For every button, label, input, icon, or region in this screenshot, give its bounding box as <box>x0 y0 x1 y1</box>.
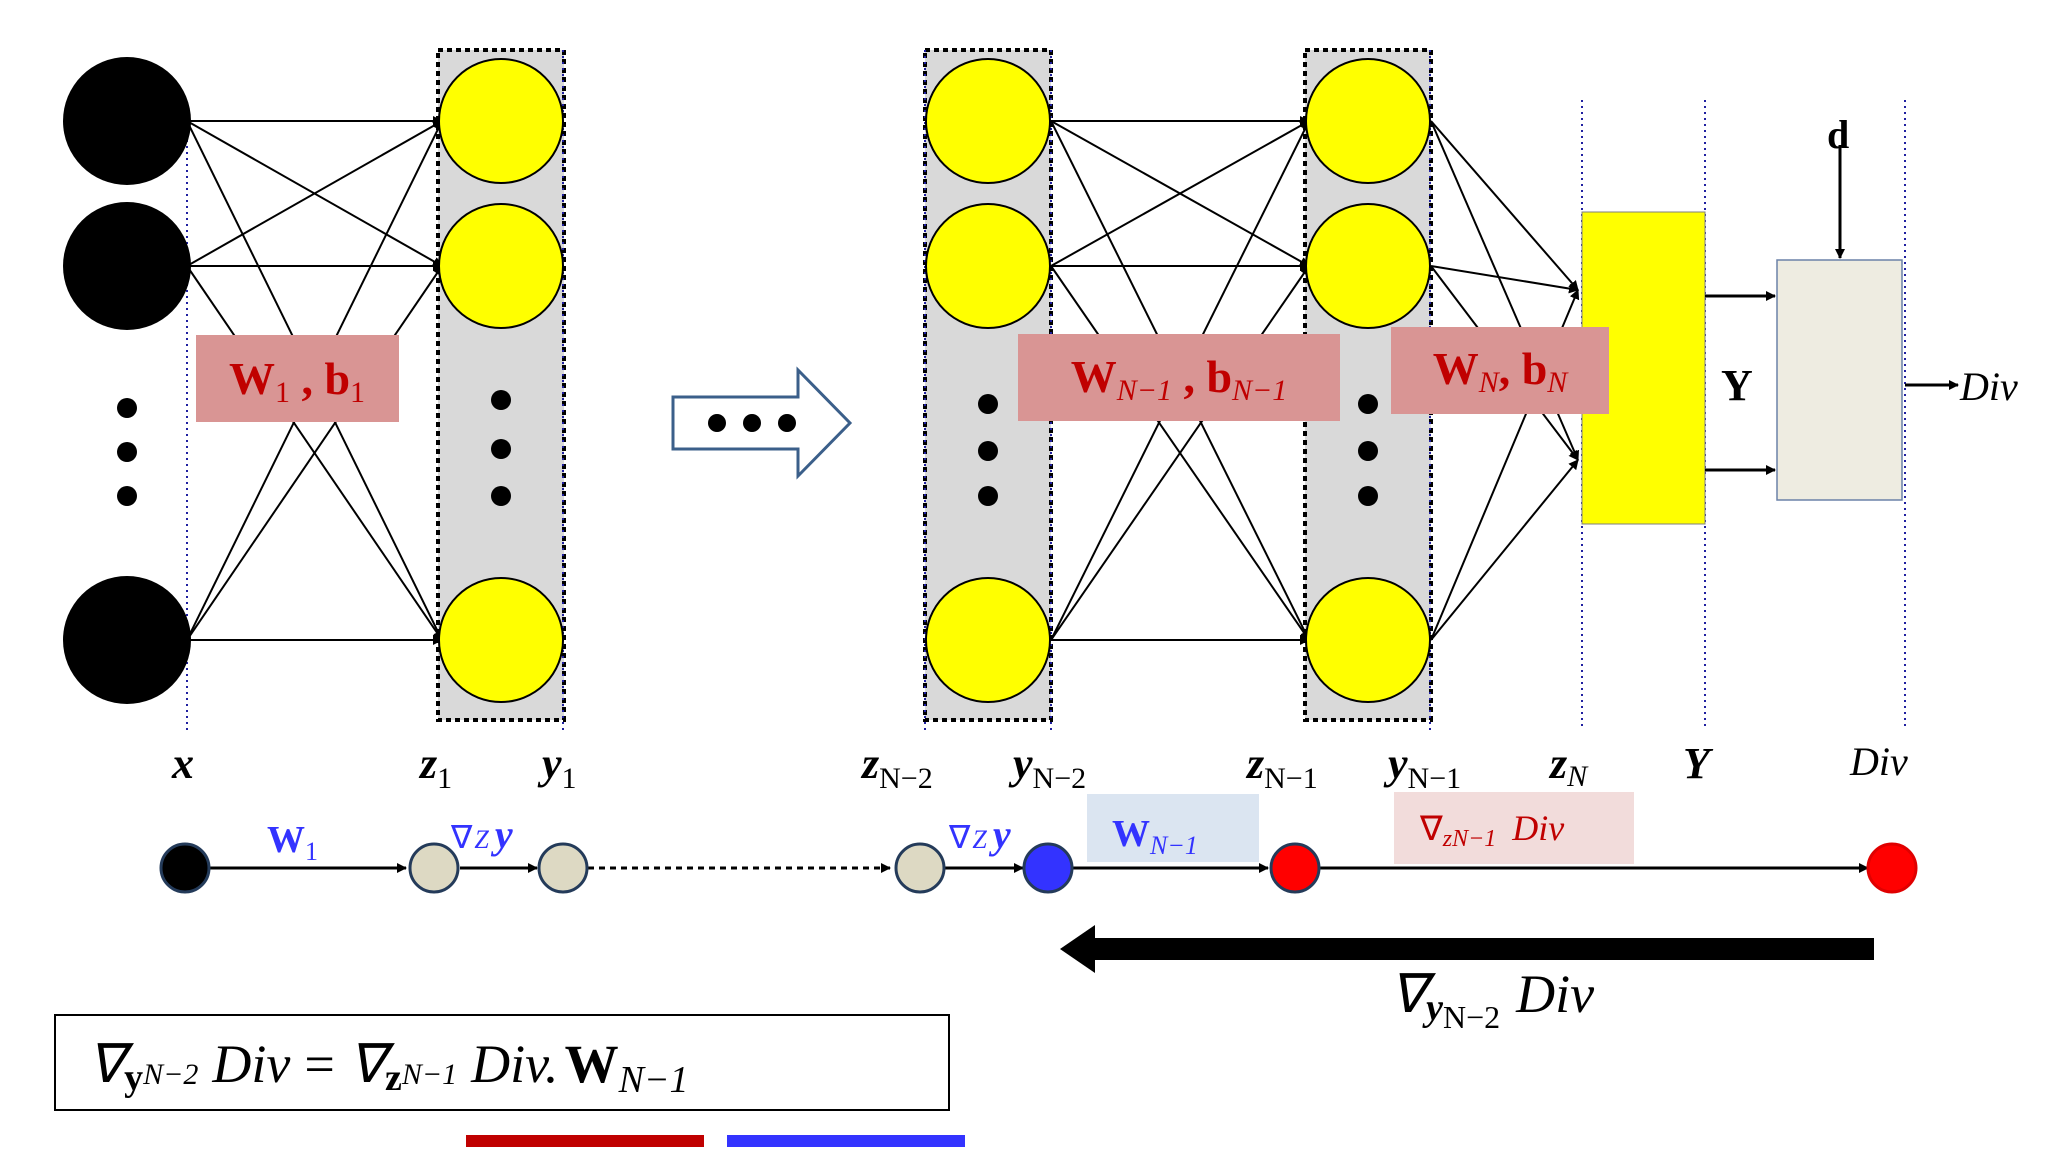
neuron <box>1305 577 1431 703</box>
zN-label: zN <box>1548 739 1589 793</box>
wN1-sep: , <box>1172 351 1207 402</box>
layer1-neurons <box>438 58 564 703</box>
chain-node <box>894 842 946 894</box>
chain-node <box>408 842 460 894</box>
div-output-label: Div <box>1959 364 2018 409</box>
ellipsis-dot <box>117 442 137 462</box>
wN1-sym: W <box>1071 351 1117 402</box>
backward-arrow-label: ∇yN−2 Div <box>1390 964 1594 1035</box>
chain-grad-zy-1: ∇Z y <box>450 812 513 857</box>
neuron <box>1305 58 1431 184</box>
svg-text:W1 , b1: W1 , b1 <box>229 353 365 409</box>
layer1-ellipsis <box>491 390 511 506</box>
bN-sym: b <box>1522 343 1548 394</box>
backward-arrow-head <box>1060 925 1095 973</box>
chain-w-n1: WN−1 <box>1112 813 1198 860</box>
underline-red <box>466 1135 704 1147</box>
ellipsis-dot <box>117 486 137 506</box>
neuron <box>438 203 564 329</box>
w1-sub: 1 <box>275 376 290 409</box>
zN1-label: zN−1 <box>1245 739 1318 795</box>
y1-label: y1 <box>537 739 577 795</box>
Y-label: Y <box>1721 361 1753 410</box>
div-axis-label: Div <box>1849 739 1908 784</box>
neuron <box>438 58 564 184</box>
x-label: x <box>171 739 194 788</box>
b1-sub: 1 <box>350 376 365 409</box>
Y-axis-label: Y <box>1683 739 1714 788</box>
neuron <box>925 203 1051 329</box>
chain-grad-zy-2: ∇Z y <box>948 812 1011 857</box>
connections-input-layer1 <box>186 116 443 645</box>
weight-box-N <box>1391 327 1609 414</box>
bN1-sym: b <box>1206 351 1232 402</box>
ellipsis-dot <box>117 398 137 418</box>
neuron <box>438 577 564 703</box>
underline-blue <box>727 1135 965 1147</box>
zN2-label: zN−2 <box>860 739 933 795</box>
b1-sym: b <box>324 353 350 404</box>
svg-text:WN−1 , bN−1: WN−1 , bN−1 <box>1071 351 1288 407</box>
output-arrows <box>1705 145 1959 475</box>
weight-box-N1 <box>1018 334 1340 421</box>
chain-node <box>537 842 589 894</box>
div-box <box>1776 259 1903 501</box>
input-node <box>63 202 191 330</box>
wN-sym: W <box>1433 343 1479 394</box>
wN-sep: , <box>1499 343 1522 394</box>
chain-nodes <box>159 842 1918 894</box>
layerN2-ellipsis <box>978 394 998 506</box>
input-node <box>63 576 191 704</box>
input-node <box>63 57 191 185</box>
chain-w1: W1 <box>267 819 318 866</box>
equation: ∇yN−2 Div = ∇zN−1 Div. WN−1 <box>88 1034 689 1101</box>
wN1-sub: N−1 <box>1116 374 1172 407</box>
wN-sub: N <box>1478 366 1501 399</box>
chain-node-red-output <box>1866 842 1918 894</box>
w1-sep: , <box>290 353 325 404</box>
chain-node-red <box>1269 842 1321 894</box>
chain-node-blue <box>1022 842 1074 894</box>
grad-highlight <box>1394 792 1634 864</box>
bN-sub: N <box>1546 366 1569 399</box>
w1-sym: W <box>229 353 275 404</box>
bN1-sub: N−1 <box>1231 374 1287 407</box>
equation-box <box>54 1014 950 1111</box>
svg-text:WN, bN: WN, bN <box>1433 343 1570 399</box>
yN1-label: yN−1 <box>1383 739 1461 795</box>
w-highlight <box>1087 794 1259 862</box>
chain-grad-zn1-div: ∇zN−1 Div <box>1419 808 1564 852</box>
continuation-dots <box>708 414 796 432</box>
layerN2-neurons <box>925 58 1051 703</box>
layerN1-neurons <box>1305 58 1431 703</box>
continuation-arrow <box>671 366 853 480</box>
backward-arrow-shaft <box>1092 938 1874 960</box>
target-label: d <box>1827 112 1849 157</box>
neuron <box>1305 203 1431 329</box>
yN2-label: yN−2 <box>1008 739 1086 795</box>
weight-box-1 <box>196 335 399 422</box>
input-layer <box>63 57 191 704</box>
z1-label: z1 <box>418 739 452 795</box>
layerN1-ellipsis <box>1358 394 1378 506</box>
neuron <box>925 58 1051 184</box>
chain-node-input <box>159 842 211 894</box>
neuron <box>925 577 1051 703</box>
